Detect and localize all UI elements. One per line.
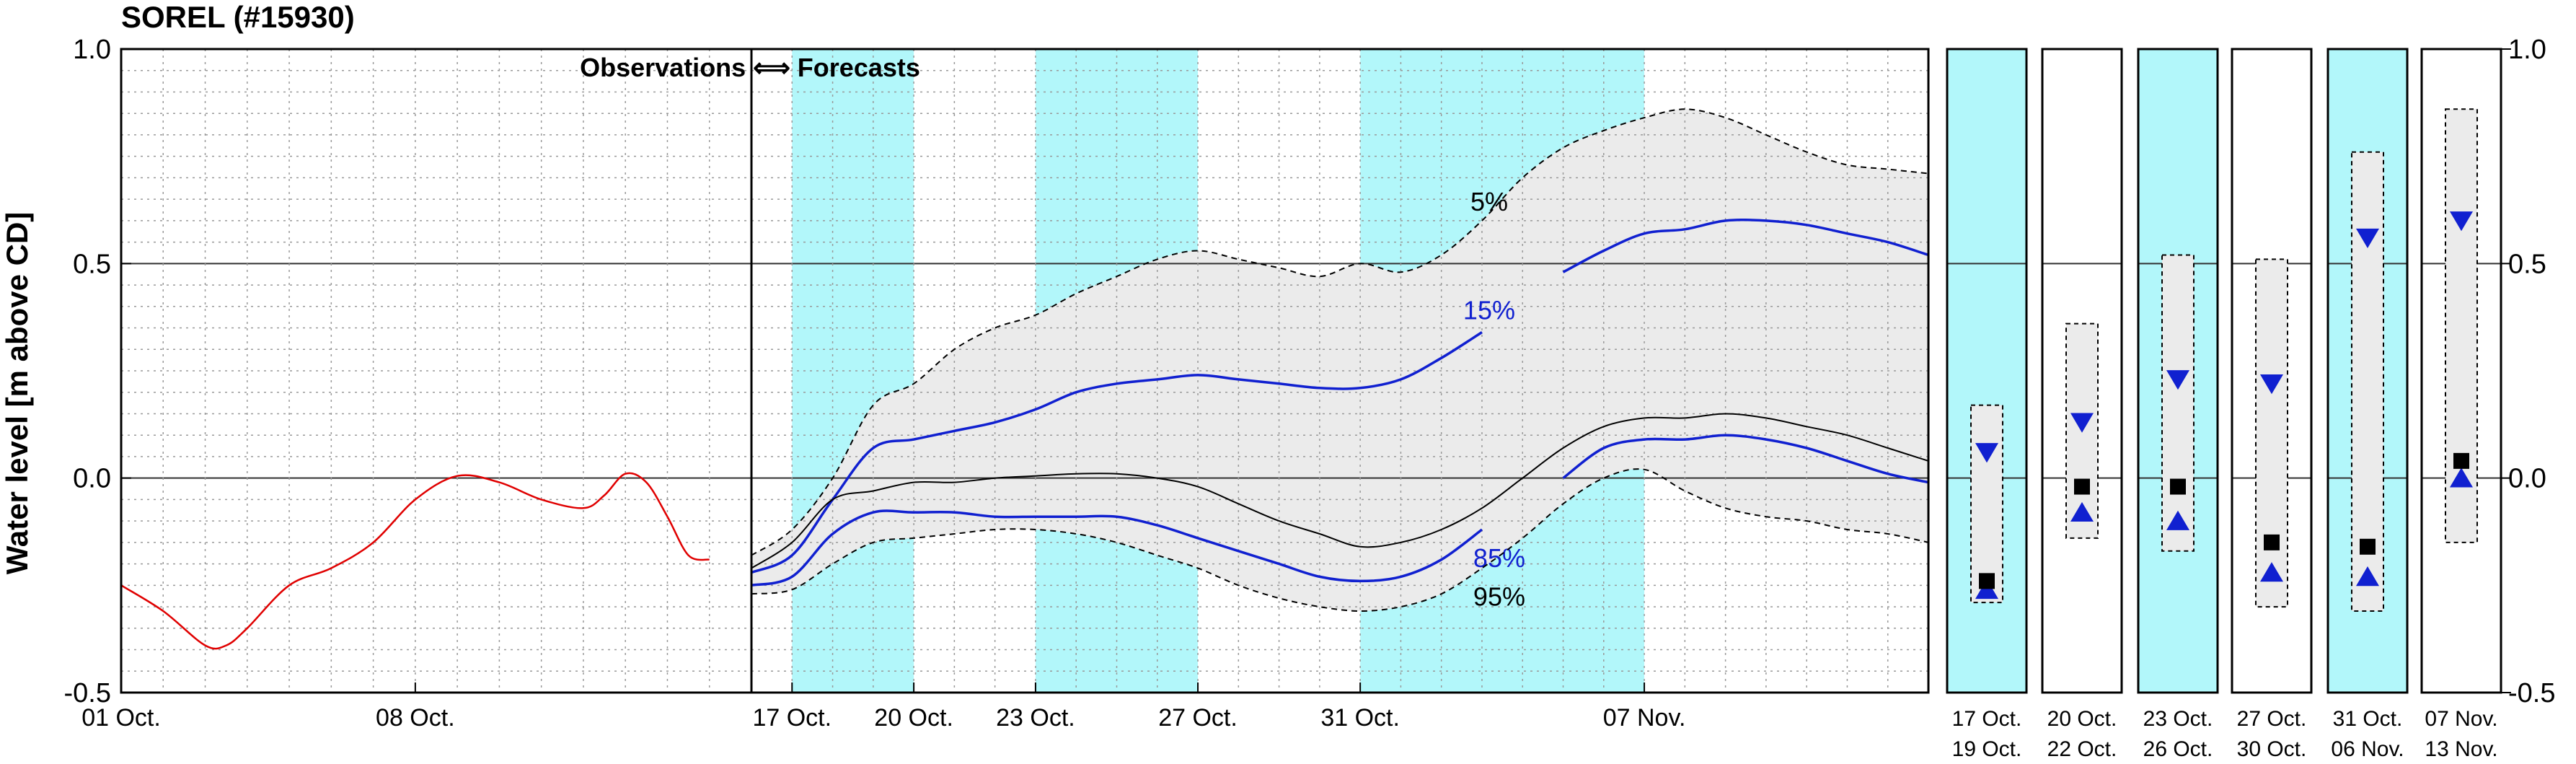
period-median-marker xyxy=(2074,478,2090,495)
period-15pct-marker xyxy=(2356,228,2379,249)
forecast-shaded-period xyxy=(792,49,914,693)
period-date-to: 19 Oct. xyxy=(1952,737,2022,760)
y-tick-label-left: 0.0 xyxy=(73,464,111,494)
forecast-series-5pct xyxy=(751,108,1929,556)
period-85pct-marker xyxy=(2166,510,2189,530)
y-tick-label-right: -0.5 xyxy=(2508,678,2555,708)
chart-title: SOREL (#15930) xyxy=(121,0,355,34)
forecast-x-tick-label: 20 Oct. xyxy=(874,704,953,732)
period-panel-frame xyxy=(2326,48,2409,694)
forecast-series-15pct xyxy=(1562,219,1929,273)
obs-x-tick-label: 01 Oct. xyxy=(81,704,161,732)
period-15pct-marker xyxy=(2166,370,2189,390)
y-tick-label-right: 0.0 xyxy=(2508,464,2546,494)
period-15pct-marker xyxy=(2450,211,2473,232)
series-label-95pct: 95% xyxy=(1473,582,1525,612)
period-panel-frame xyxy=(1946,48,2028,694)
period-range-box xyxy=(1970,404,2003,604)
y-tick-label-left: 1.0 xyxy=(73,35,111,65)
period-15pct-marker xyxy=(1975,443,1998,463)
forecast-x-tick-label: 17 Oct. xyxy=(752,704,832,732)
period-panel-frame xyxy=(2137,48,2219,694)
period-date-from: 17 Oct. xyxy=(1952,707,2022,731)
y-tick-label-right: 0.5 xyxy=(2508,249,2546,279)
forecast-series-95pct xyxy=(751,468,1929,612)
series-label-85pct: 85% xyxy=(1473,543,1525,573)
forecast-series-15pct xyxy=(751,331,1483,574)
period-median-marker xyxy=(1979,573,1995,589)
period-range-box xyxy=(2161,254,2195,552)
period-date-to: 26 Oct. xyxy=(2143,737,2213,760)
forecast-series-85pct xyxy=(1562,434,1929,484)
period-range-box xyxy=(2255,258,2288,608)
period-date-from: 20 Oct. xyxy=(2047,707,2117,731)
forecast-x-tick-label: 23 Oct. xyxy=(996,704,1075,732)
series-label-15pct: 15% xyxy=(1463,295,1515,325)
obs-x-tick-label: 08 Oct. xyxy=(376,704,455,732)
y-tick-label-right: 1.0 xyxy=(2508,35,2546,65)
series-label-5pct: 5% xyxy=(1470,187,1508,216)
period-median-marker xyxy=(2264,534,2280,550)
period-panel-frame xyxy=(2420,48,2502,694)
forecast-x-tick-label: 27 Oct. xyxy=(1158,704,1238,732)
forecast-x-tick-label: 31 Oct. xyxy=(1320,704,1400,732)
forecast-panel-frame xyxy=(750,48,1930,694)
period-panel-frame xyxy=(2041,48,2123,694)
period-median-marker xyxy=(2360,538,2376,555)
period-85pct-marker xyxy=(2450,467,2473,488)
period-date-to: 13 Nov. xyxy=(2425,737,2497,760)
period-median-marker xyxy=(2170,478,2186,495)
period-range-box xyxy=(2351,151,2384,612)
period-date-from: 23 Oct. xyxy=(2143,707,2213,731)
period-85pct-marker xyxy=(2070,501,2094,522)
period-85pct-marker xyxy=(2260,562,2283,582)
y-axis-label: Water level [m above CD] xyxy=(0,212,34,575)
period-15pct-marker xyxy=(2260,374,2283,395)
observations-panel-bg xyxy=(121,49,751,693)
forecast-series-85pct xyxy=(751,509,1483,587)
y-tick-label-left: 0.5 xyxy=(73,249,111,279)
period-median-marker xyxy=(2453,452,2469,469)
forecast-series-50pct xyxy=(751,413,1929,569)
period-85pct-marker xyxy=(1975,579,1998,600)
period-date-to: 30 Oct. xyxy=(2237,737,2307,760)
forecast-uncertainty-band xyxy=(751,109,1928,612)
y-tick-label-left: -0.5 xyxy=(64,678,111,708)
period-85pct-marker xyxy=(2356,566,2379,587)
period-date-to: 06 Nov. xyxy=(2331,737,2404,760)
forecast-x-tick-label: 07 Nov. xyxy=(1603,704,1686,732)
observed-water-level-line xyxy=(120,472,710,650)
period-panel-frame xyxy=(2231,48,2313,694)
period-date-from: 31 Oct. xyxy=(2333,707,2403,731)
period-date-from: 07 Nov. xyxy=(2425,707,2497,731)
obs-forecast-label: Observations ⟺ Forecasts xyxy=(580,53,920,82)
period-date-from: 27 Oct. xyxy=(2237,707,2307,731)
period-date-to: 22 Oct. xyxy=(2047,737,2117,760)
period-15pct-marker xyxy=(2070,413,2094,433)
